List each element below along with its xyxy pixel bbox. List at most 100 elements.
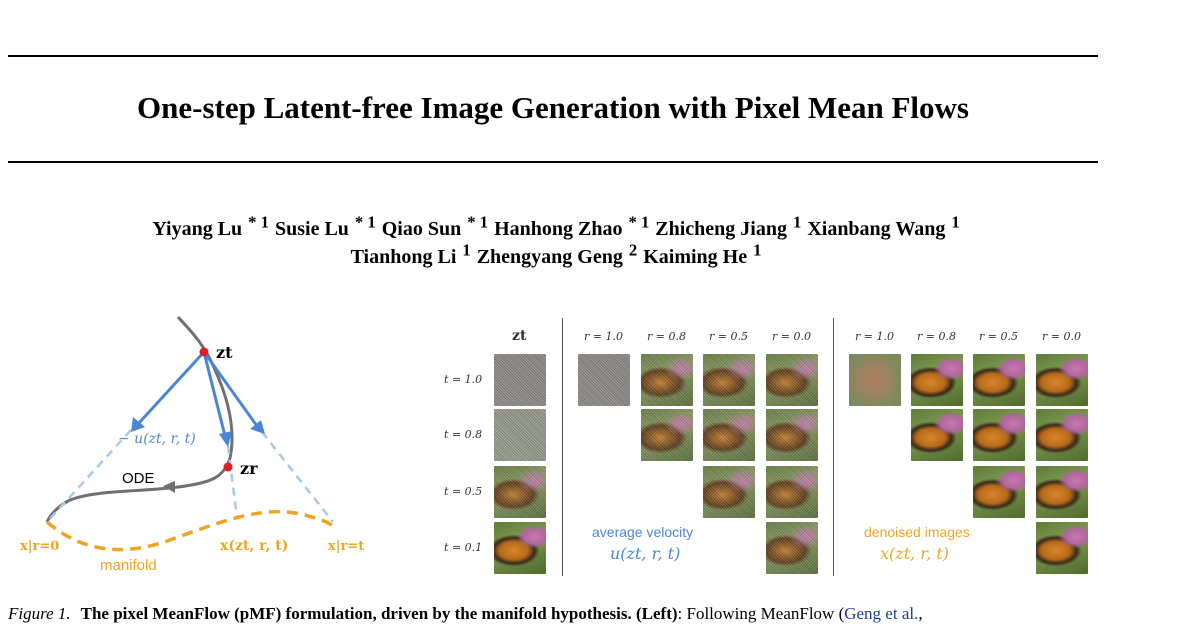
zt-column-header: zt [512,328,527,344]
manifold-curve [45,509,335,552]
velocity-image [703,409,755,461]
point-zr [223,462,233,472]
denoised-col-label: r = 0.8 [917,330,956,343]
author-line-2: Tianhong Li 1 Zhengyang Geng 2 Kaiming He 1 [0,240,1106,269]
author: Yiyang Lu * 1 [146,212,269,240]
denoised-image [1036,354,1088,406]
author-name: Xianbang Wang [807,217,946,240]
label-x-rt: x|r=t [328,539,364,554]
separator-1 [562,318,563,576]
velocity-image [766,409,818,461]
author-affiliation: 1 [792,212,802,231]
author-affiliation: * 1 [467,212,489,231]
row-label: t = 0.5 [444,485,483,498]
denoised-caption: denoised images [864,524,970,540]
velocity-image [703,466,755,518]
author-name: Susie Lu [274,217,349,240]
author-name: Yiyang Lu [152,217,243,240]
author-affiliation: 1 [753,240,762,259]
author: Hanhong Zhao * 1 [488,212,649,240]
author-name: Zhicheng Jiang [655,217,787,240]
velocity-arrow-mid [202,351,227,437]
image-grid-figure: zt r = 1.0 r = 1.0 r = 0.8 r = 0.8 r = 0.5 r … [440,318,1100,580]
arrowhead-mid [219,431,232,447]
arrowhead-right [250,420,265,434]
separator-2 [833,318,834,576]
denoised-col-label: r = 0.0 [1042,330,1081,343]
label-velocity: − u(zt, r, t) [118,431,196,447]
arrowhead-left [131,417,145,432]
author-affiliation: * 1 [354,212,376,231]
label-manifold: manifold [100,557,157,574]
denoised-col-label: r = 1.0 [855,330,894,343]
dash-mid [226,445,239,519]
mean-flow-schematic: zt zr − u(zt, r, t) ODE x|r=0 x(zt, r, t… [20,315,364,574]
denoised-image [973,466,1025,518]
label-zt: zt [216,343,233,362]
dash-left [46,429,132,523]
velocity-col-label: r = 0.5 [709,330,748,343]
author-name: Qiao Sun [381,217,462,240]
velocity-image [703,354,755,406]
denoised-formula: x(zt, r, t) [880,544,950,563]
citation-link[interactable]: Geng et al. [844,604,919,623]
avg-velocity-caption: average velocity [592,524,694,540]
paper-title: One-step Latent-free Image Generation wi… [137,90,969,125]
caption-bold: The pixel MeanFlow (pMF) formulation, dr… [80,604,678,623]
denoised-image [911,409,963,461]
caption-figure-number: Figure 1. [8,604,71,623]
author-affiliation: 1 [951,212,960,231]
denoised-image [973,409,1025,461]
dash-right [261,431,334,523]
zt-image [494,354,546,406]
velocity-arrow-right [202,351,259,427]
denoised-image [973,354,1025,406]
author-name: Hanhong Zhao [494,217,623,240]
zt-image [494,522,546,574]
velocity-col-label: r = 0.8 [647,330,686,343]
point-zt [199,347,209,357]
denoised-image [1036,466,1088,518]
bottom-rule [8,161,1098,163]
author: Zhicheng Jiang 1 [649,212,801,240]
author-name: Kaiming He [643,245,748,268]
author-name: Zhengyang Geng [476,245,623,268]
author-affiliation: 2 [628,240,638,259]
author-affiliation: * 1 [248,212,269,231]
velocity-image [641,409,693,461]
velocity-col-label: r = 0.0 [772,330,811,343]
author: Kaiming He 1 [637,240,761,268]
caption-text: : Following MeanFlow ( [677,604,845,623]
top-rule [8,55,1098,57]
velocity-image [766,522,818,574]
velocity-col-label: r = 1.0 [584,330,623,343]
row-label: t = 0.8 [444,428,483,441]
label-zr: zr [240,459,258,478]
author: Qiao Sun * 1 [376,212,488,240]
author-line-1: Yiyang Lu * 1 Susie Lu * 1 Qiao Sun * 1 Hanhon… [0,212,1106,241]
author-affiliation: * 1 [628,212,650,231]
caption-tail: , [918,604,923,623]
velocity-image [641,354,693,406]
label-x-r0: x|r=0 [20,539,59,554]
velocity-image [766,466,818,518]
author: Xianbang Wang 1 [801,212,959,240]
author-affiliation: 1 [462,240,471,259]
avg-velocity-formula: u(zt, r, t) [610,544,681,563]
denoised-image [849,354,901,406]
label-ode: ODE [122,470,155,487]
label-x-zt: x(zt, r, t) [220,538,288,554]
velocity-arrow-left [136,350,206,426]
zt-image [494,466,546,518]
velocity-image [578,354,630,406]
denoised-image [1036,409,1088,461]
ode-arrowhead [163,481,175,493]
denoised-col-label: r = 0.5 [979,330,1018,343]
author: Susie Lu * 1 [269,212,376,240]
author: Tianhong Li 1 [345,240,471,268]
denoised-image [911,354,963,406]
author-name: Tianhong Li [350,245,457,268]
row-label: t = 1.0 [444,373,483,386]
figure-caption: Figure 1. The pixel MeanFlow (pMF) formul… [8,604,923,624]
zt-image [494,409,546,461]
